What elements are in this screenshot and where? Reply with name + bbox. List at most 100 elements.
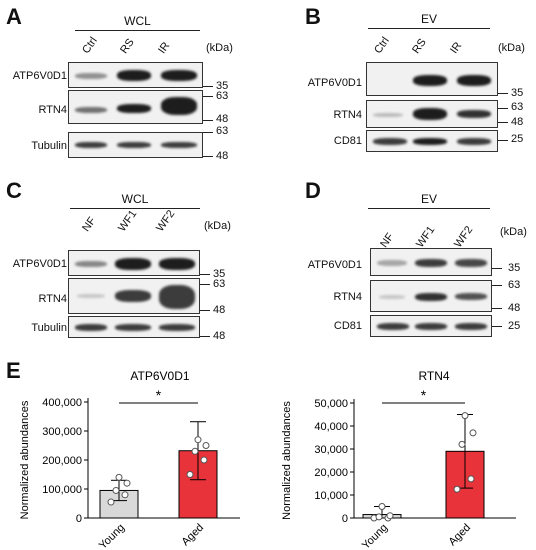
x-tick-label: Aged [446, 522, 473, 549]
lane-label-d-2: WF1 [414, 224, 438, 250]
marker-tick [203, 96, 213, 97]
band [413, 108, 447, 120]
band [115, 324, 151, 331]
marker-a-48-top: 48 [216, 113, 229, 125]
band [161, 142, 197, 148]
y-axis-label: Normalized abundances [19, 400, 31, 519]
marker-c-48-top: 48 [213, 304, 226, 316]
y-tick-label: 30,000 [314, 444, 348, 456]
marker-tick [203, 120, 213, 121]
data-point [458, 440, 466, 448]
row-label-a-tubulin: Tubulin [31, 140, 67, 152]
band [161, 97, 197, 115]
row-label-b-cd81: CD81 [333, 135, 362, 147]
lane-label-b-3: IR [448, 40, 465, 56]
group-label-d: EV [420, 192, 437, 206]
marker-a-63-bottom: 63 [216, 125, 229, 137]
marker-tick [498, 108, 508, 109]
blot-a-rtn4 [68, 90, 203, 124]
blot-d-atp6v0d1 [370, 248, 492, 276]
band [161, 70, 197, 81]
data-point [186, 471, 194, 478]
group-label-c: WCL [121, 192, 149, 206]
band [159, 258, 195, 270]
data-point [386, 512, 394, 520]
y-tick-label: 0 [76, 513, 82, 525]
y-tick-label: 20,000 [314, 467, 348, 479]
marker-tick [200, 284, 210, 285]
row-label-c-tubulin: Tubulin [31, 322, 67, 334]
data-point [115, 473, 123, 481]
band [75, 73, 107, 79]
band [455, 293, 487, 300]
marker-tick [200, 310, 210, 311]
marker-c-35: 35 [213, 268, 226, 280]
y-tick-label: 0 [342, 513, 348, 525]
group-line-d [368, 208, 490, 209]
blot-c-atp6v0d1 [68, 250, 200, 276]
band [415, 293, 447, 301]
band [415, 323, 447, 330]
group-label-a: WCL [124, 14, 151, 28]
significance-marker: * [421, 387, 427, 403]
blot-c-rtn4 [68, 278, 200, 314]
chart-title: RTN4 [418, 369, 449, 383]
band [159, 285, 195, 309]
data-point [467, 475, 475, 483]
group-line-c [70, 208, 200, 209]
band [413, 138, 447, 145]
marker-tick [200, 336, 210, 337]
data-point [107, 498, 115, 506]
row-label-d-cd81: CD81 [333, 320, 362, 332]
row-label-d-rtn4: RTN4 [333, 291, 362, 303]
significance-marker: * [156, 387, 162, 403]
row-label-a-atp6v0d1: ATP6V0D1 [12, 70, 67, 82]
panel-letter-d: D [305, 178, 321, 203]
marker-a-48-bottom: 48 [216, 150, 229, 162]
band [117, 142, 151, 148]
marker-tick [498, 93, 508, 94]
band [457, 138, 491, 145]
marker-a-63-top: 63 [216, 90, 229, 102]
band [75, 324, 107, 331]
band [373, 113, 403, 117]
band [413, 75, 447, 86]
kda-label-a: (kDa) [206, 42, 233, 54]
data-point [375, 513, 383, 521]
band [115, 290, 151, 302]
row-label-c-rtn4: RTN4 [38, 293, 67, 305]
lane-label-b-2: RS [410, 36, 429, 56]
band [75, 261, 107, 267]
marker-d-63: 63 [508, 279, 521, 291]
marker-tick [492, 308, 502, 309]
lane-label-d-3: WF2 [452, 224, 476, 250]
marker-b-35: 35 [511, 87, 524, 99]
band [117, 104, 151, 113]
y-tick-label: 300,000 [42, 426, 82, 438]
band [379, 295, 405, 299]
band [115, 258, 151, 270]
x-tick-label: Aged [179, 522, 206, 549]
lane-label-c-3: WF2 [154, 208, 178, 234]
marker-tick [498, 140, 508, 141]
data-point [469, 429, 477, 437]
blot-b-cd81 [366, 130, 498, 152]
data-point [191, 447, 199, 455]
blot-d-rtn4 [370, 280, 492, 312]
kda-label-d: (kDa) [500, 226, 527, 238]
kda-label-c: (kDa) [204, 220, 231, 232]
y-tick-label: 200,000 [42, 455, 82, 467]
row-label-b-rtn4: RTN4 [333, 109, 362, 121]
marker-tick [492, 268, 502, 269]
band [377, 260, 407, 266]
lane-label-c-1: NF [80, 215, 99, 234]
data-point [121, 491, 129, 499]
band [457, 110, 491, 118]
data-point [123, 479, 131, 487]
marker-tick [492, 326, 502, 327]
lane-label-a-2: RS [118, 36, 137, 56]
group-line-a [75, 30, 200, 31]
row-label-b-atp6v0d1: ATP6V0D1 [307, 77, 362, 89]
y-tick-label: 100,000 [42, 484, 82, 496]
band [457, 75, 491, 86]
